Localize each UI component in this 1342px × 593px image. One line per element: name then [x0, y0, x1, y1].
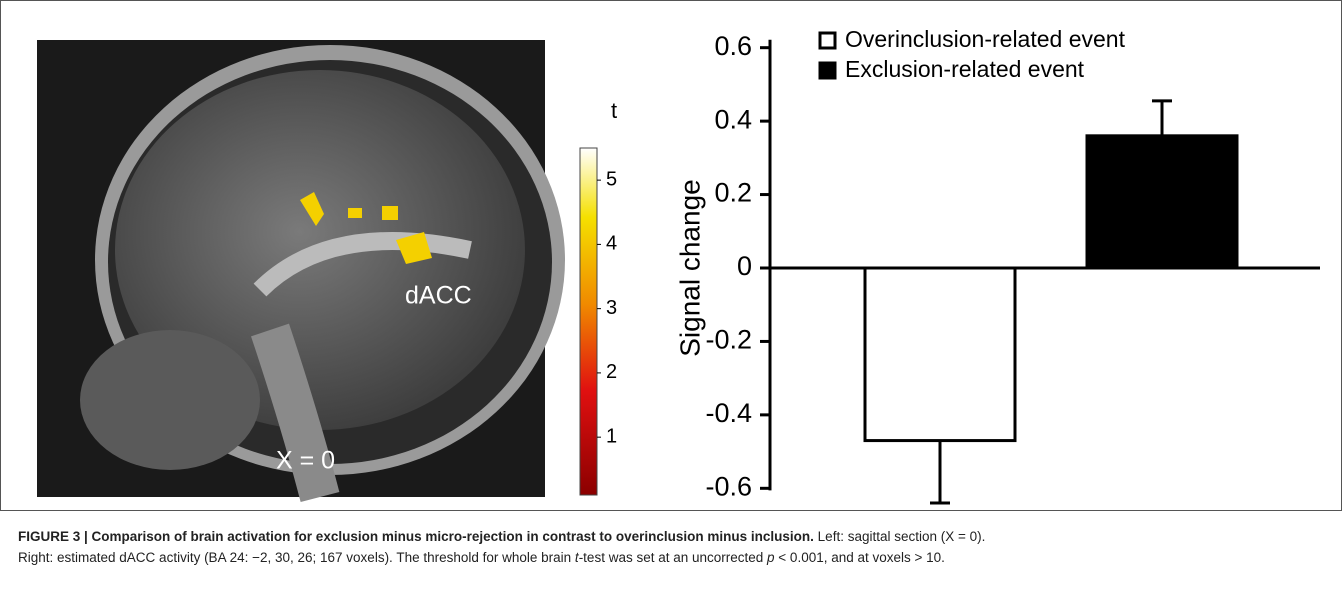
- bar: [1085, 134, 1239, 270]
- image-label: dACC: [405, 282, 472, 310]
- legend-label: Overinclusion-related event: [845, 26, 1126, 52]
- y-axis-label: Signal change: [674, 179, 705, 356]
- colorbar-title: t: [611, 98, 617, 123]
- colorbar-tick-label: 2: [606, 361, 617, 383]
- caption-text: p: [767, 550, 775, 565]
- legend-swatch: [818, 31, 837, 50]
- caption-title: FIGURE 3 | Comparison of brain activatio…: [18, 529, 814, 544]
- y-tick-label: 0.6: [714, 31, 752, 61]
- brain-image: [37, 40, 565, 503]
- y-tick-label: 0.4: [714, 104, 752, 134]
- colorbar-tick-label: 3: [606, 297, 617, 319]
- image-label: X = 0: [276, 447, 335, 475]
- caption-text: t: [574, 550, 579, 565]
- y-tick-label: -0.4: [705, 398, 752, 428]
- y-tick-label: -0.6: [705, 471, 752, 501]
- colorbar-tick-label: 1: [606, 425, 617, 447]
- colorbar-tick-label: 4: [606, 233, 617, 255]
- bar: [863, 266, 1017, 443]
- caption-text: < 0.001, and at voxels > 10.: [774, 550, 945, 565]
- colorbar-tick-label: 5: [606, 168, 617, 190]
- colorbar: [579, 147, 598, 496]
- caption-text: Right: estimated dACC activity (BA 24: −…: [18, 550, 575, 565]
- caption-line: Right: estimated dACC activity (BA 24: −…: [18, 550, 945, 565]
- y-tick-label: 0.2: [714, 178, 752, 208]
- y-tick-label: -0.2: [705, 325, 752, 355]
- y-tick-label: 0: [737, 251, 752, 281]
- caption-text: Left: sagittal section (X = 0).: [817, 529, 986, 544]
- caption-text: -test was set at an uncorrected: [578, 550, 768, 565]
- legend-swatch: [818, 61, 837, 80]
- legend-label: Exclusion-related event: [845, 56, 1085, 82]
- caption-line: FIGURE 3 | Comparison of brain activatio…: [18, 529, 985, 544]
- figure: dACC X = 0 t 1 2 3 4 5 -0.6 -0.4 -0.2 0 0.2 0.4 0.6 Sig…: [0, 0, 1342, 511]
